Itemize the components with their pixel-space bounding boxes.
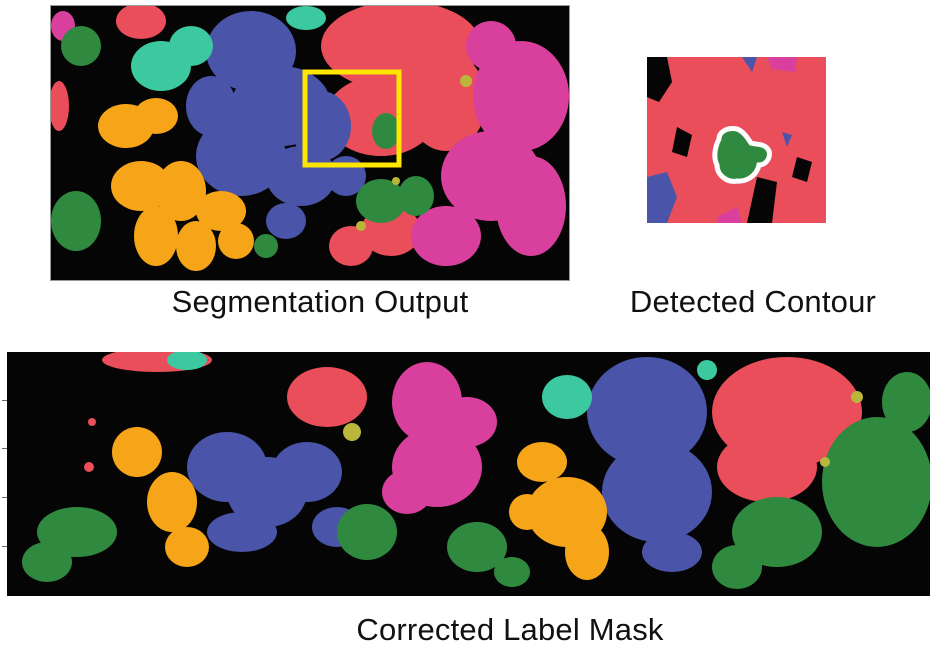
segmentation-output-image xyxy=(50,5,570,281)
corrected-label-mask-caption: Corrected Label Mask xyxy=(330,612,690,648)
detected-contour-image xyxy=(647,57,826,223)
contour-zoom xyxy=(647,57,826,223)
axis-tick xyxy=(2,546,7,547)
axis-tick xyxy=(2,448,7,449)
corrected-mask xyxy=(7,352,930,596)
detected-contour-caption: Detected Contour xyxy=(613,284,893,320)
corrected-label-mask-image xyxy=(7,352,930,596)
axis-tick xyxy=(2,400,7,401)
segmentation-output-caption: Segmentation Output xyxy=(150,284,490,320)
segmentation-mask xyxy=(51,6,569,280)
axis-tick xyxy=(2,497,7,498)
